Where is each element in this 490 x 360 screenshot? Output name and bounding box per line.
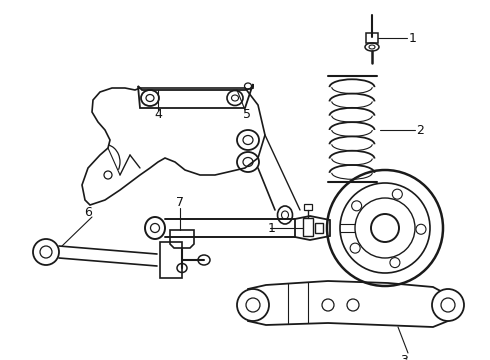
Text: 7: 7 bbox=[176, 197, 184, 210]
Circle shape bbox=[350, 243, 360, 253]
Circle shape bbox=[390, 258, 400, 267]
Text: 2: 2 bbox=[416, 123, 424, 136]
Text: 1: 1 bbox=[268, 221, 276, 234]
Text: 1: 1 bbox=[409, 31, 417, 45]
Circle shape bbox=[347, 299, 359, 311]
Circle shape bbox=[416, 224, 426, 234]
Circle shape bbox=[432, 289, 464, 321]
Text: 3: 3 bbox=[400, 354, 408, 360]
Text: 6: 6 bbox=[84, 206, 92, 219]
Circle shape bbox=[352, 201, 362, 211]
Circle shape bbox=[371, 214, 399, 242]
Text: 4: 4 bbox=[154, 108, 162, 121]
Circle shape bbox=[237, 289, 269, 321]
Circle shape bbox=[33, 239, 59, 265]
Text: 5: 5 bbox=[243, 108, 251, 121]
Circle shape bbox=[392, 189, 402, 199]
Circle shape bbox=[322, 299, 334, 311]
